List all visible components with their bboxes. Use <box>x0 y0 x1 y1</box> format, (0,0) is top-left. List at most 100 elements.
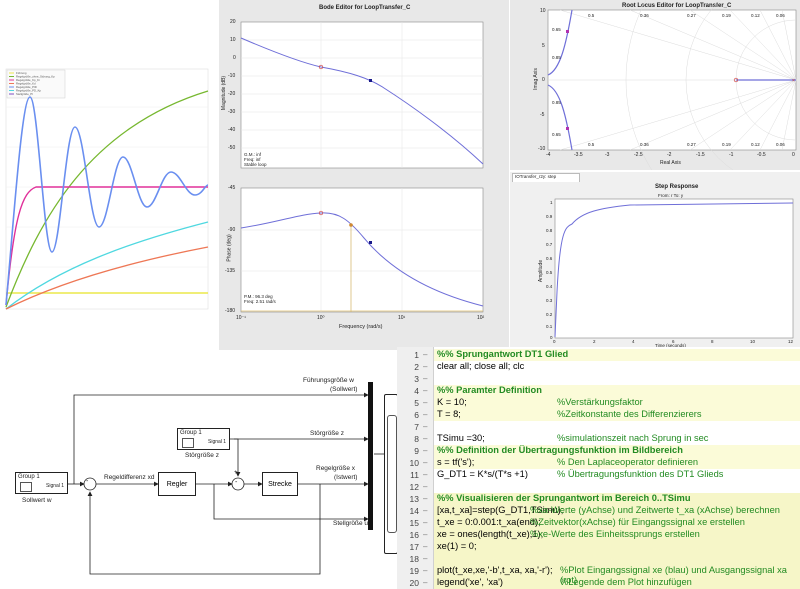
code-line[interactable]: 13–%% Visualisieren der Sprungantwort im… <box>397 493 800 505</box>
line-number: 10 <box>409 458 419 468</box>
sum-junction-2[interactable] <box>231 477 245 491</box>
bode-phase-zero <box>318 210 324 216</box>
step-y-tick: 0 <box>550 335 553 340</box>
step-tab[interactable]: IOTransfer_r2y: step <box>512 173 580 182</box>
rl-y-tick: 5 <box>542 43 545 49</box>
stellgroesse-label: Stellgröße u <box>333 520 369 527</box>
damping-label: 0.5 <box>588 142 595 147</box>
step-ylabel: Amplitude <box>538 259 545 283</box>
code-line[interactable]: 3– <box>397 373 800 385</box>
code-line[interactable]: 20– legend('xe', 'xa') %Legende dem Plot h… <box>397 577 800 589</box>
code-line[interactable]: 16– xe = ones(length(t_xe),1); %xe-Werte d… <box>397 529 800 541</box>
line-number: 8 <box>414 434 419 444</box>
code-line[interactable]: 18– <box>397 553 800 565</box>
code-comment: %Zeitkonstante des Differenzierers <box>557 409 702 419</box>
line-number: 6 <box>414 410 419 420</box>
scope-line-green <box>5 90 209 308</box>
block-signal-label: Signal 1 <box>208 439 227 445</box>
rl-x-tick: -1.5 <box>696 152 705 158</box>
line-marker: – <box>423 494 428 503</box>
code-line[interactable]: 10– s = tf('s'); % Den Laplaceoperator def… <box>397 457 800 469</box>
code-line[interactable]: 12– <box>397 481 800 493</box>
gm-stability: Stable loop <box>244 162 267 167</box>
line-marker: – <box>423 446 428 455</box>
code-line[interactable]: 9–%% Definition der Übertragungsfunktion… <box>397 445 800 457</box>
code-line[interactable]: 15– t_xe = 0:0.001:t_xa(end); %Zeitvektor(… <box>397 517 800 529</box>
line-number: 5 <box>414 398 419 408</box>
rl-x-tick: 0 <box>792 152 795 158</box>
freq-tick: 10⁰ <box>317 315 325 321</box>
rl-x-tick: -0.5 <box>757 152 766 158</box>
code-line[interactable]: 5– K = 10; %Verstärkungsfaktor <box>397 397 800 409</box>
plus-sign: + <box>234 470 238 476</box>
mux-bus[interactable] <box>368 382 373 530</box>
mag-tick: -50 <box>228 145 236 151</box>
line-marker: – <box>423 362 428 371</box>
sollwert-label: Sollwert w <box>22 497 52 504</box>
regeldifferenz-label: Regeldifferenz xd <box>104 474 155 481</box>
freq-tick: 10¹ <box>398 315 406 321</box>
line-marker: – <box>423 530 428 539</box>
bode-magnitude-curve <box>240 37 484 165</box>
step-x-tick: 8 <box>711 339 714 344</box>
scope-block[interactable] <box>384 394 398 554</box>
sum-junction-1[interactable] <box>83 477 97 491</box>
code-text: T = 8; <box>437 409 461 419</box>
code-line[interactable]: 19– plot(t_xe,xe,'-b',t_xa, xa,'-r'); %Plo… <box>397 565 800 585</box>
code-line[interactable]: 14– [xa,t_xa]=step(G_DT1,TSimu); %xa-Werte… <box>397 505 800 517</box>
rl-pole-upper <box>566 30 569 33</box>
code-comment: %Verstärkungsfaktor <box>557 397 643 407</box>
code-line[interactable]: 2– clear all; close all; clc <box>397 361 800 373</box>
line-number: 11 <box>410 470 419 480</box>
code-line[interactable]: 1–%% Sprungantwort DT1 Glied <box>397 349 800 361</box>
step-y-tick: 0.9 <box>546 214 553 219</box>
signal-icon <box>20 482 32 492</box>
root-locus-branch-lower <box>547 84 573 151</box>
line-number: 2 <box>414 362 419 372</box>
mag-tick: 10 <box>230 37 236 43</box>
step-x-tick: 6 <box>672 339 675 344</box>
legend-swatches <box>9 72 14 95</box>
code-text: s = tf('s'); <box>437 457 475 467</box>
block-group-label: Group 1 <box>18 474 40 480</box>
mag-tick: -10 <box>228 73 236 79</box>
pm-marker <box>349 223 353 227</box>
code-text: t_xe = 0:0.001:t_xa(end); <box>437 517 541 527</box>
strecke-block[interactable]: Strecke <box>262 472 298 496</box>
stoer-block-label: Störgröße z <box>185 452 219 459</box>
sollwert-signal-block[interactable]: Group 1 Signal 1 <box>15 472 68 494</box>
scope-screen <box>387 415 397 533</box>
line-number: 20 <box>409 578 419 588</box>
step-y-tick: 0.4 <box>546 284 553 289</box>
step-y-tick: 0.6 <box>546 256 553 261</box>
gm-value: G.M.: inf <box>244 152 262 157</box>
matlab-editor[interactable]: 1–%% Sprungantwort DT1 Glied 2– clear all;… <box>397 347 800 589</box>
regler-label: Regler <box>166 480 188 488</box>
damping-label: 0.06 <box>776 13 785 18</box>
code-line[interactable]: 7– <box>397 421 800 433</box>
code-line[interactable]: 17– xe(1) = 0; <box>397 541 800 553</box>
step-title: Step Response <box>655 184 699 190</box>
rl-y-tick: -5 <box>540 112 545 118</box>
bode-plot-svg <box>240 21 484 313</box>
scope-plot: Führung Regelgröße_ohne_Störung_Kp Regel… <box>0 67 210 313</box>
fuehrung-label: Führungsgröße w <box>303 377 354 384</box>
regler-block[interactable]: Regler <box>158 472 196 496</box>
freq-tick: 10² <box>477 315 485 321</box>
code-line[interactable]: 11– G_DT1 = K*s/(T*s +1) % Übertragungsfun… <box>397 469 800 481</box>
bode-phase-pole <box>369 241 372 244</box>
stoer-signal-block[interactable]: Group 1 Signal 1 <box>177 428 230 450</box>
root-locus-svg: × <box>547 0 797 170</box>
legend-label: Regelgröße_ohne_Störung_Kp <box>16 75 55 79</box>
phase-tick: -90 <box>228 227 236 233</box>
gm-readout: G.M.: inf Freq: inf Stable loop <box>244 152 267 167</box>
damping-label: 0.06 <box>776 142 785 147</box>
step-x-tick: 10 <box>750 339 756 344</box>
rl-x-tick: -2.5 <box>634 152 643 158</box>
code-line[interactable]: 4–%% Paramter Definition <box>397 385 800 397</box>
line-number: 16 <box>409 530 419 540</box>
line-number: 18 <box>409 554 419 564</box>
code-line[interactable]: 8– TSimu =30; %simulationszeit nach Sprung… <box>397 433 800 445</box>
step-x-tick: 12 <box>788 339 794 344</box>
code-line[interactable]: 6– T = 8; %Zeitkonstante des Differenziere… <box>397 409 800 421</box>
